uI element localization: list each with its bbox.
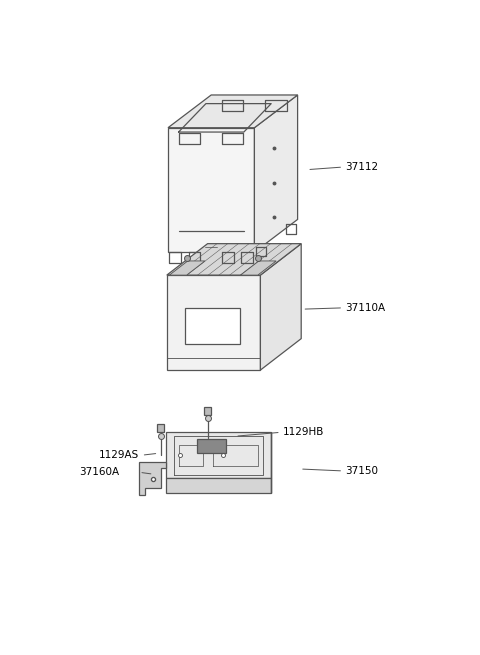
Polygon shape (168, 128, 254, 252)
Polygon shape (168, 95, 298, 128)
Text: 37160A: 37160A (79, 467, 120, 477)
Polygon shape (197, 439, 226, 453)
Polygon shape (166, 432, 271, 478)
Polygon shape (167, 244, 301, 275)
Text: 37112: 37112 (346, 162, 379, 172)
Polygon shape (139, 462, 166, 495)
Text: 37150: 37150 (346, 466, 379, 476)
Polygon shape (167, 275, 260, 370)
Polygon shape (166, 478, 271, 493)
Polygon shape (204, 407, 211, 415)
Text: 1129AS: 1129AS (98, 450, 139, 460)
Polygon shape (254, 95, 298, 252)
Polygon shape (157, 424, 164, 432)
Polygon shape (260, 244, 301, 370)
Text: 37110A: 37110A (346, 303, 386, 313)
Polygon shape (169, 261, 205, 275)
Polygon shape (240, 261, 276, 275)
Text: 1129HB: 1129HB (283, 427, 324, 438)
Polygon shape (185, 308, 240, 344)
